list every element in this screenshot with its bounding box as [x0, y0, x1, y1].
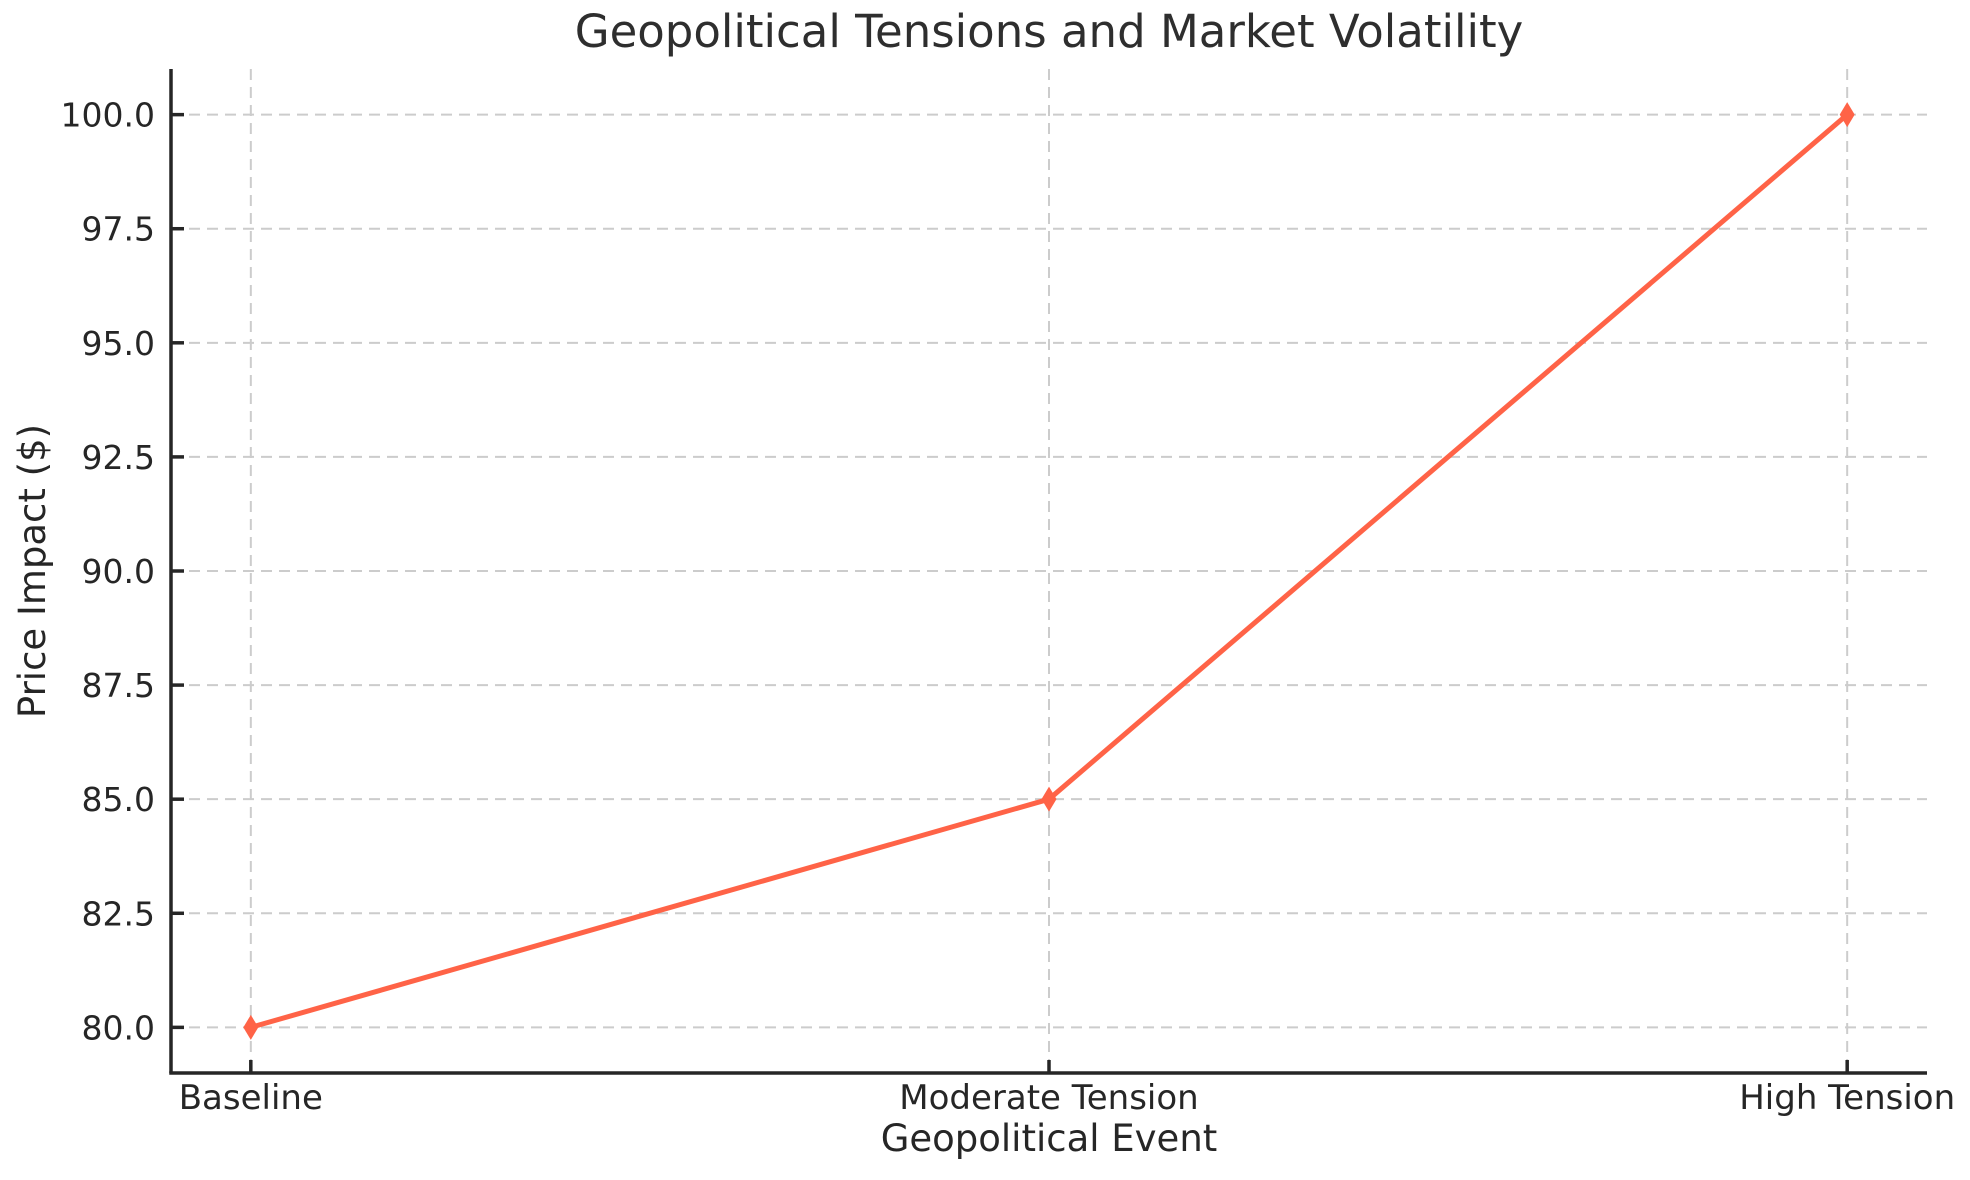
y-tick-label: 87.5: [82, 666, 155, 705]
data-point-marker: [1839, 102, 1855, 128]
data-series: [243, 102, 1855, 1040]
y-tick-label: 97.5: [82, 210, 155, 249]
x-tick-labels: Baseline Moderate Tension High Tension: [179, 1078, 1955, 1118]
x-axis-label: Geopolitical Event: [881, 1117, 1218, 1160]
x-tick-label: High Tension: [1739, 1078, 1955, 1118]
y-tick-label: 95.0: [82, 324, 155, 363]
gridlines: [171, 69, 1927, 1073]
y-tick-label: 80.0: [82, 1008, 155, 1047]
y-tick-label: 100.0: [61, 96, 155, 135]
y-tick-labels: 80.0 82.5 85.0 87.5 90.0 92.5 95.0 97.5 100.0: [61, 96, 155, 1048]
y-tick-label: 90.0: [82, 552, 155, 591]
y-tick-label: 82.5: [82, 894, 155, 933]
axis-ticks: [171, 112, 1849, 1073]
data-point-marker: [1041, 786, 1057, 812]
y-tick-label: 92.5: [82, 438, 155, 477]
x-tick-label: Baseline: [179, 1078, 323, 1118]
data-point-marker: [243, 1014, 259, 1040]
chart-title: Geopolitical Tensions and Market Volatil…: [575, 5, 1524, 58]
y-axis-label: Price Impact ($): [11, 424, 54, 718]
y-tick-label: 85.0: [82, 780, 155, 819]
x-tick-label: Moderate Tension: [899, 1078, 1198, 1118]
